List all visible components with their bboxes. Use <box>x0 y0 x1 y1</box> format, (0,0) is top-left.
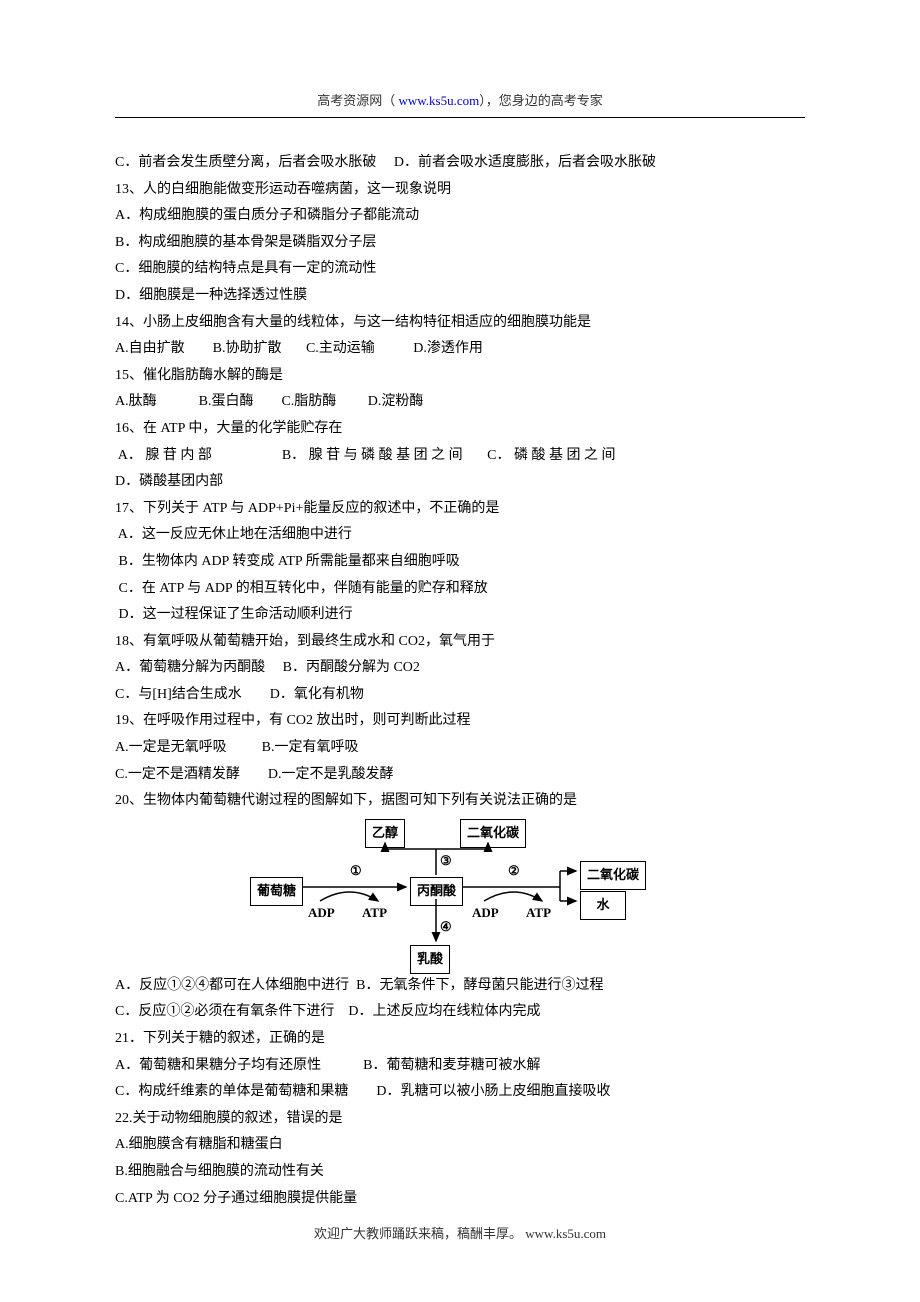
text-line: 14、小肠上皮细胞含有大量的线粒体，与这一结构特征相适应的细胞膜功能是 <box>115 310 805 337</box>
header-suffix: ），您身边的高考专家 <box>479 93 603 108</box>
text-line: B．构成细胞膜的基本骨架是磷脂双分子层 <box>115 230 805 257</box>
text-line: A.一定是无氧呼吸 B.一定有氧呼吸 <box>115 735 805 762</box>
metabolism-diagram: 乙醇 二氧化碳 葡萄糖 丙酮酸 二氧化碳 水 乳酸 ① ② ③ ④ ADP AT… <box>115 819 805 969</box>
text-line: 15、催化脂肪酶水解的酶是 <box>115 363 805 390</box>
text-line: 13、人的白细胞能做变形运动吞噬病菌，这一现象说明 <box>115 177 805 204</box>
text-line: A.自由扩散 B.协助扩散 C.主动运输 D.渗透作用 <box>115 336 805 363</box>
text-line: C．反应①②必须在有氧条件下进行 D．上述反应均在线粒体内完成 <box>115 999 805 1026</box>
text-line: 22.关于动物细胞膜的叙述，错误的是 <box>115 1106 805 1133</box>
text-line: 17、下列关于 ATP 与 ADP+Pi+能量反应的叙述中，不正确的是 <box>115 496 805 523</box>
text-line: D．细胞膜是一种选择透过性膜 <box>115 283 805 310</box>
page-container: 高考资源网（ www.ks5u.com），您身边的高考专家 C．前者会发生质壁分… <box>0 0 920 1272</box>
text-line: C.ATP 为 CO2 分子通过细胞膜提供能量 <box>115 1186 805 1213</box>
text-line: A．反应①②④都可在人体细胞中进行 B．无氧条件下，酵母菌只能进行③过程 <box>115 973 805 1000</box>
page-footer: 欢迎广大教师踊跃来稿，稿酬丰厚。 www.ks5u.com <box>0 1223 920 1242</box>
text-line: 21．下列关于糖的叙述，正确的是 <box>115 1026 805 1053</box>
header-prefix: 高考资源网（ <box>317 93 398 108</box>
text-line: A．这一反应无休止地在活细胞中进行 <box>115 522 805 549</box>
footer-url: www.ks5u.com <box>525 1226 606 1241</box>
text-line: C．与[H]结合生成水 D．氧化有机物 <box>115 682 805 709</box>
text-line: 19、在呼吸作用过程中，有 CO2 放出时，则可判断此过程 <box>115 708 805 735</box>
text-line: C．在 ATP 与 ADP 的相互转化中，伴随有能量的贮存和释放 <box>115 576 805 603</box>
text-line: A.细胞膜含有糖脂和糖蛋白 <box>115 1132 805 1159</box>
text-line: A．构成细胞膜的蛋白质分子和磷脂分子都能流动 <box>115 203 805 230</box>
text-line: B.细胞融合与细胞膜的流动性有关 <box>115 1159 805 1186</box>
text-line: A．葡萄糖和果糖分子均有还原性 B．葡萄糖和麦芽糖可被水解 <box>115 1053 805 1080</box>
text-line: A．葡萄糖分解为丙酮酸 B．丙酮酸分解为 CO2 <box>115 655 805 682</box>
text-line: A． 腺 苷 内 部 B． 腺 苷 与 磷 酸 基 团 之 间 C． 磷 酸 基… <box>115 443 805 470</box>
header-url: www.ks5u.com <box>398 93 479 108</box>
diagram-arrows <box>250 819 670 969</box>
text-line: 16、在 ATP 中，大量的化学能贮存在 <box>115 416 805 443</box>
text-line: 18、有氧呼吸从葡萄糖开始，到最终生成水和 CO2，氧气用于 <box>115 629 805 656</box>
text-line: A.肽酶 B.蛋白酶 C.脂肪酶 D.淀粉酶 <box>115 389 805 416</box>
text-line: C．前者会发生质壁分离，后者会吸水胀破 D．前者会吸水适度膨胀，后者会吸水胀破 <box>115 150 805 177</box>
text-line: D．磷酸基团内部 <box>115 469 805 496</box>
page-header: 高考资源网（ www.ks5u.com），您身边的高考专家 <box>115 90 805 118</box>
text-line: D．这一过程保证了生命活动顺利进行 <box>115 602 805 629</box>
content-body: C．前者会发生质壁分离，后者会吸水胀破 D．前者会吸水适度膨胀，后者会吸水胀破 … <box>115 150 805 1212</box>
text-line: B．生物体内 ADP 转变成 ATP 所需能量都来自细胞呼吸 <box>115 549 805 576</box>
text-line: C．细胞膜的结构特点是具有一定的流动性 <box>115 256 805 283</box>
text-line: C．构成纤维素的单体是葡萄糖和果糖 D．乳糖可以被小肠上皮细胞直接吸收 <box>115 1079 805 1106</box>
text-line: 20、生物体内葡萄糖代谢过程的图解如下，据图可知下列有关说法正确的是 <box>115 788 805 815</box>
footer-prefix: 欢迎广大教师踊跃来稿，稿酬丰厚。 <box>314 1226 525 1241</box>
text-line: C.一定不是酒精发酵 D.一定不是乳酸发酵 <box>115 762 805 789</box>
